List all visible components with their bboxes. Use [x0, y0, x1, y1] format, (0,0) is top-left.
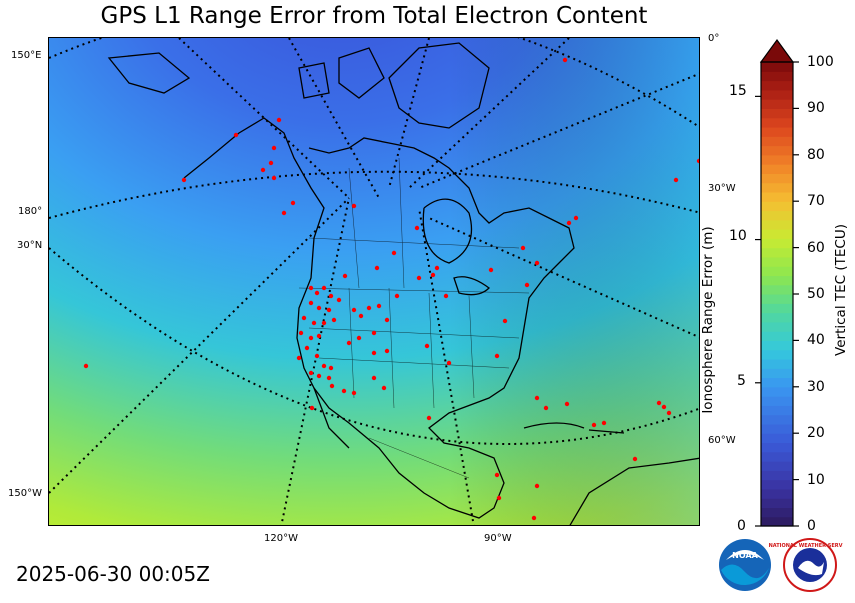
colorbar-band: [761, 108, 793, 119]
borders: [298, 157, 530, 479]
colorbar-band: [761, 210, 793, 221]
colorbar-band: [761, 516, 793, 527]
map-canvas: [49, 38, 699, 525]
noaa-logo: NOAA: [719, 539, 771, 591]
coastlines: [107, 42, 699, 525]
tec-tick-70: 70: [807, 193, 825, 209]
valid-time: 2025-06-30 00:05Z: [16, 562, 210, 586]
colorbar-band: [761, 182, 793, 193]
colorbar-band: [761, 219, 793, 230]
colorbar-band: [761, 470, 793, 481]
colorbar-band: [761, 229, 793, 239]
colorbar-band: [761, 173, 793, 184]
gnss-stations: [83, 57, 699, 521]
tec-tick-100: 100: [807, 54, 834, 70]
colorbar-band: [761, 238, 793, 249]
colorbar-extend-arrow: [759, 38, 795, 63]
colorbar-band: [761, 340, 793, 351]
colorbar-band: [761, 303, 793, 314]
colorbar-band: [761, 136, 793, 147]
colorbar-band: [761, 451, 793, 462]
tec-tick-80: 80: [807, 147, 825, 163]
colorbar-band: [761, 349, 793, 360]
colorbar-band: [761, 71, 793, 82]
colorbar-band: [761, 488, 793, 499]
colorbar-band: [761, 358, 793, 369]
colorbar-band: [761, 312, 793, 323]
graticule: [49, 38, 699, 525]
colorbar-band: [761, 479, 793, 490]
colorbar-band: [761, 256, 793, 267]
colorbar-band: [761, 247, 793, 258]
tec-tick-20: 20: [807, 425, 825, 441]
lon-label-0: 0°: [708, 33, 720, 44]
colorbar-band: [761, 331, 793, 341]
colorbar-band: [761, 275, 793, 286]
noaa-logo-text: NOAA: [732, 551, 758, 560]
lat-label-180: 180°: [18, 206, 43, 217]
tec-map: [48, 37, 700, 526]
lon-label-120w: 120°W: [264, 533, 298, 544]
chart-title: GPS L1 Range Error from Total Electron C…: [100, 3, 648, 29]
colorbar-band: [761, 284, 793, 295]
colorbar-band: [761, 433, 793, 444]
lat-label-30n: 30°N: [17, 240, 43, 251]
colorbar-band: [761, 201, 793, 212]
colorbar-band: [761, 191, 793, 202]
colorbar-band: [761, 164, 793, 174]
range-error-tick-10: 10: [729, 228, 747, 244]
colorbar-band: [761, 405, 793, 416]
colorbar-band: [761, 89, 793, 100]
lat-label-150w: 150°W: [8, 488, 42, 499]
tec-tick-50: 50: [807, 286, 825, 302]
tec-tick-60: 60: [807, 240, 825, 256]
colorbar-band: [761, 386, 793, 397]
colorbar-band: [761, 498, 793, 509]
colorbar-band: [761, 266, 793, 277]
colorbar-band: [761, 62, 793, 72]
tec-tick-30: 30: [807, 379, 825, 395]
colorbar-band: [761, 442, 793, 453]
range-error-tick-0: 0: [737, 518, 746, 534]
colorbar-band: [761, 99, 793, 109]
range-error-tick-15: 15: [729, 83, 747, 99]
colorbar-band: [761, 377, 793, 388]
colorbar-band: [761, 461, 793, 471]
lon-label-60w: 60°W: [708, 435, 736, 446]
colorbar-band: [761, 80, 793, 91]
colorbar-band: [761, 368, 793, 379]
lat-label-150e: 150°E: [11, 50, 42, 61]
colorbar-band: [761, 396, 793, 406]
range-error-tick-5: 5: [737, 373, 746, 389]
agency-logos: NOAA NATIONAL WEATHER SERVICE: [719, 538, 843, 592]
tec-tick-90: 90: [807, 100, 825, 116]
colorbar-band: [761, 321, 793, 332]
colorbar-band: [761, 117, 793, 128]
tec-tick-10: 10: [807, 472, 825, 488]
tec-tick-40: 40: [807, 332, 825, 348]
tec-colorbar: [755, 38, 799, 527]
colorbar-band: [761, 154, 793, 165]
colorbar-band: [761, 126, 793, 137]
tec-tick-0: 0: [807, 518, 816, 534]
lon-label-90w: 90°W: [484, 533, 512, 544]
colorbar-band: [761, 414, 793, 425]
colorbar-band: [761, 423, 793, 434]
tec-axis-label-text: Vertical TEC (TECU): [833, 224, 849, 356]
nws-logo: NATIONAL WEATHER SERVICE: [769, 538, 843, 592]
nws-logo-text: NATIONAL WEATHER SERVICE: [769, 543, 843, 549]
colorbar-band: [761, 145, 793, 156]
lon-label-30w: 30°W: [708, 183, 736, 194]
colorbar-band: [761, 507, 793, 518]
range-error-axis-label-text: Ionosphere Range Error (m): [700, 226, 716, 414]
colorbar-band: [761, 294, 793, 304]
